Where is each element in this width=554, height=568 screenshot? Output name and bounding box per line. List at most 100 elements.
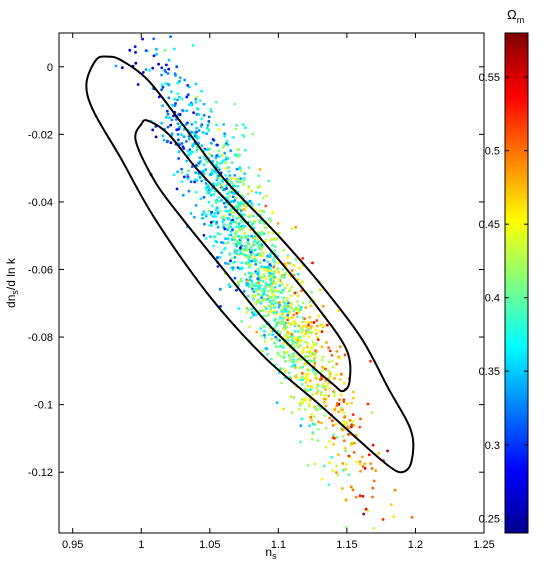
scatter-point: [180, 171, 184, 175]
scatter-point: [352, 390, 355, 394]
scatter-point: [277, 270, 281, 274]
scatter-point: [249, 316, 253, 320]
scatter-point: [178, 113, 182, 116]
scatter-point: [252, 311, 256, 314]
scatter-point: [197, 161, 201, 165]
scatter-point: [186, 93, 190, 96]
scatter-point: [202, 195, 206, 199]
scatter-point: [290, 285, 293, 289]
x-tick-label: 1.05: [199, 539, 220, 551]
scatter-point: [229, 149, 233, 153]
scatter-point: [234, 178, 238, 181]
scatter-point: [220, 251, 224, 255]
scatter-point: [345, 402, 349, 406]
scatter-point: [335, 464, 338, 468]
scatter-point: [359, 417, 362, 421]
scatter-point: [177, 138, 180, 142]
scatter-point: [303, 355, 307, 359]
scatter-point: [211, 215, 215, 218]
scatter-point: [236, 230, 239, 234]
scatter-point: [349, 485, 353, 489]
scatter-point: [328, 461, 331, 465]
scatter-point: [306, 328, 310, 331]
scatter-point: [273, 245, 277, 248]
scatter-point: [339, 372, 343, 376]
scatter-point: [327, 346, 330, 350]
scatter-point: [215, 208, 219, 212]
scatter-point: [244, 244, 248, 248]
scatter-point: [223, 227, 227, 231]
scatter-point: [230, 176, 234, 180]
scatter-point: [202, 163, 206, 167]
scatter-point: [327, 360, 331, 364]
scatter-point: [371, 486, 375, 490]
scatter-point: [267, 231, 270, 235]
scatter-point: [269, 307, 273, 311]
scatter-point: [291, 322, 295, 325]
scatter-point: [304, 408, 307, 411]
x-tick-label: 1: [138, 539, 144, 551]
scatter-point: [173, 72, 177, 76]
scatter-point: [269, 278, 272, 282]
scatter-point: [299, 344, 302, 347]
scatter-point: [250, 259, 254, 263]
scatter-point: [324, 388, 327, 391]
scatter-point: [337, 309, 340, 313]
scatter-point: [287, 316, 291, 320]
scatter-point: [312, 321, 316, 324]
scatter-point: [257, 281, 261, 285]
scatter-point: [205, 191, 209, 195]
scatter-point: [291, 339, 294, 342]
scatter-point: [307, 402, 311, 406]
colorbar-axis: 0.25 0.3 0.35 0.4 0.45 0.5 0.55: [479, 72, 528, 525]
scatter-point: [272, 311, 276, 315]
scatter-point: [209, 172, 213, 176]
scatter-point: [252, 241, 256, 245]
scatter-points: [114, 35, 414, 530]
scatter-point: [341, 462, 345, 465]
scatter-point: [286, 256, 289, 259]
scatter-point: [237, 225, 241, 229]
scatter-point: [265, 297, 269, 301]
scatter-point: [342, 411, 346, 415]
scatter-point: [235, 225, 238, 229]
scatter-point: [245, 205, 248, 209]
scatter-point: [313, 362, 317, 365]
scatter-point: [218, 210, 222, 213]
scatter-point: [328, 416, 331, 420]
scatter-point: [319, 391, 323, 394]
scatter-point: [168, 116, 172, 120]
scatter-point: [355, 460, 358, 464]
scatter-point: [163, 49, 167, 52]
colorbar-tick-label: 0.45: [479, 219, 500, 231]
scatter-point: [341, 428, 344, 432]
scatter-point: [342, 420, 346, 423]
contour-inner: [134, 119, 352, 393]
scatter-point: [225, 184, 228, 188]
scatter-point: [175, 187, 179, 191]
scatter-point: [215, 178, 219, 182]
scatter-point: [237, 222, 241, 226]
scatter-point: [305, 350, 309, 354]
scatter-point: [258, 261, 262, 265]
scatter-point: [195, 130, 198, 134]
scatter-point: [182, 147, 186, 150]
scatter-point: [246, 283, 250, 286]
scatter-point: [267, 304, 271, 308]
scatter-point: [152, 37, 156, 41]
scatter-point: [309, 379, 312, 383]
scatter-point: [260, 230, 264, 234]
scatter-point: [235, 217, 239, 220]
scatter-point: [292, 263, 296, 267]
scatter-point: [195, 150, 199, 153]
scatter-point: [191, 150, 194, 154]
scatter-point: [265, 194, 268, 198]
scatter-point: [266, 254, 269, 258]
scatter-point: [181, 109, 185, 113]
scatter-point: [335, 404, 339, 407]
scatter-point: [236, 234, 240, 238]
y-axis-label: dns/d ln k: [4, 257, 20, 308]
scatter-point: [278, 330, 282, 334]
scatter-point: [223, 151, 227, 155]
scatter-point: [195, 178, 199, 182]
